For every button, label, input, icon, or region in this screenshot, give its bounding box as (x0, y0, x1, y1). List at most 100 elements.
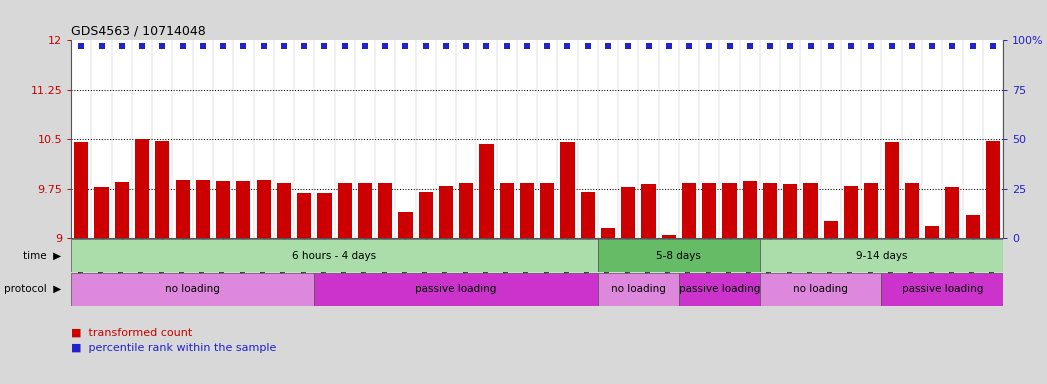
Point (134, 43, 151, 49)
Bar (682, 184, 696, 238)
Bar (499, 183, 514, 238)
Bar (398, 212, 413, 238)
Bar (115, 182, 129, 238)
Text: passive loading: passive loading (678, 284, 760, 295)
Point (498, 43, 515, 49)
Point (397, 43, 414, 49)
Text: 6 hours - 4 days: 6 hours - 4 days (292, 250, 377, 261)
Point (964, 43, 981, 49)
Text: ■  percentile rank within the sample: ■ percentile rank within the sample (71, 343, 276, 353)
Bar (540, 183, 554, 238)
Bar (378, 184, 393, 238)
Bar (480, 144, 493, 238)
Point (377, 43, 394, 49)
Bar (216, 181, 230, 238)
Bar (945, 187, 959, 238)
Point (761, 43, 778, 49)
Point (215, 43, 231, 49)
Point (661, 43, 677, 49)
Bar (520, 183, 534, 238)
Bar (276, 184, 291, 238)
Text: ■  transformed count: ■ transformed count (71, 328, 193, 338)
Bar (155, 141, 170, 238)
Bar (905, 184, 919, 238)
Point (640, 43, 656, 49)
Bar (763, 183, 777, 238)
Point (579, 43, 596, 49)
Bar (176, 180, 190, 238)
Point (721, 43, 738, 49)
Point (336, 43, 353, 49)
Point (235, 43, 251, 49)
Bar (74, 142, 88, 238)
Bar (297, 193, 311, 238)
Point (275, 43, 292, 49)
Bar (824, 221, 838, 238)
Text: passive loading: passive loading (901, 284, 983, 295)
Point (559, 43, 576, 49)
Text: GDS4563 / 10714048: GDS4563 / 10714048 (71, 25, 206, 38)
Bar (662, 235, 676, 238)
Bar (986, 141, 1000, 238)
Bar (760, 239, 1003, 272)
Bar (581, 192, 595, 238)
Bar (460, 184, 473, 238)
Point (600, 43, 617, 49)
Point (93, 43, 110, 49)
Bar (965, 215, 980, 238)
Bar (257, 180, 271, 238)
Bar (598, 239, 760, 272)
Bar (71, 239, 598, 272)
Point (154, 43, 171, 49)
Bar (621, 187, 636, 238)
Point (863, 43, 879, 49)
Point (357, 43, 374, 49)
Point (802, 43, 819, 49)
Bar (560, 142, 575, 238)
Text: no loading: no loading (611, 284, 666, 295)
Point (418, 43, 435, 49)
Bar (601, 228, 615, 238)
Bar (439, 186, 453, 238)
Bar (678, 273, 760, 306)
Point (255, 43, 272, 49)
Bar (598, 273, 678, 306)
Bar (337, 184, 352, 238)
Text: 9-14 days: 9-14 days (855, 250, 908, 261)
Bar (844, 186, 859, 238)
Point (681, 43, 697, 49)
Text: passive loading: passive loading (416, 284, 496, 295)
Point (295, 43, 312, 49)
Text: time  ▶: time ▶ (23, 250, 61, 261)
Point (316, 43, 333, 49)
Bar (196, 180, 210, 238)
Bar (864, 184, 878, 238)
Bar (642, 184, 655, 238)
Bar (237, 181, 250, 238)
Point (984, 43, 1001, 49)
Point (478, 43, 495, 49)
Text: 5-8 days: 5-8 days (656, 250, 701, 261)
Point (782, 43, 799, 49)
Point (458, 43, 474, 49)
Point (843, 43, 860, 49)
Bar (135, 139, 149, 238)
Text: protocol  ▶: protocol ▶ (4, 284, 61, 295)
Point (539, 43, 556, 49)
Text: no loading: no loading (794, 284, 848, 295)
Bar (783, 184, 798, 238)
Point (823, 43, 840, 49)
Bar (760, 273, 882, 306)
Point (944, 43, 961, 49)
Bar (94, 187, 109, 238)
Bar (885, 142, 898, 238)
Bar (882, 273, 1003, 306)
Bar (742, 181, 757, 238)
Text: no loading: no loading (165, 284, 220, 295)
Point (195, 43, 211, 49)
Bar (926, 226, 939, 238)
Bar (358, 184, 372, 238)
Bar (314, 273, 598, 306)
Point (700, 43, 717, 49)
Bar (317, 193, 332, 238)
